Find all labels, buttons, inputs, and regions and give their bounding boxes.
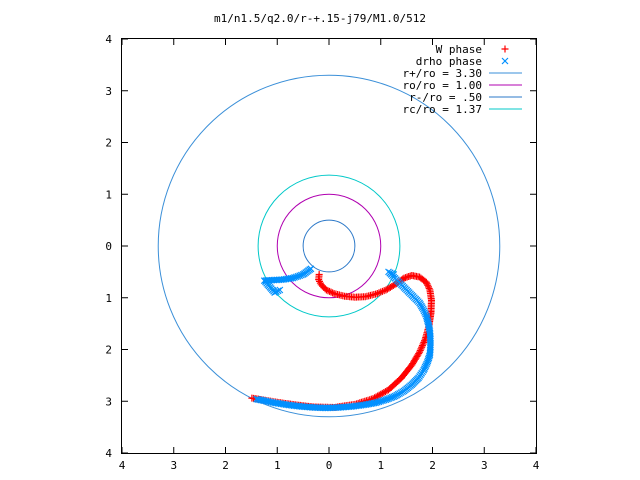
plot-frame [121,38,537,454]
data-point [416,346,424,354]
data-point [380,287,388,295]
circle-rc-ro [257,174,401,318]
data-series [248,265,435,412]
legend-marker [501,57,509,65]
x-tick-label: 4 [119,459,126,472]
data-point [377,288,385,296]
circle-r-ro [157,74,501,418]
x-tick-label: 3 [170,459,177,472]
legend-label: ro/ro = 1.00 [403,79,482,92]
data-point [420,338,428,346]
y-tick-label: 2 [105,137,112,150]
data-point [276,286,284,294]
data-point [417,345,425,353]
y-tick-label: 0 [105,240,112,253]
legend-label: rc/ro = 1.37 [403,103,482,116]
data-point [315,276,323,284]
data-point [423,280,431,288]
y-tick-label: 4 [105,33,112,46]
legend-label: W phase [436,43,482,56]
data-point [418,343,426,351]
x-tick-label: 3 [481,459,488,472]
y-tick-label: 1 [105,292,112,305]
data-point [422,278,430,286]
data-point [274,287,282,295]
x-tick-label: 1 [274,459,281,472]
reference-circles [157,74,501,418]
y-tick-label: 3 [105,395,112,408]
x-tick-label: 2 [222,459,229,472]
legend-marker [501,45,509,53]
y-tick-label: 4 [105,447,112,460]
data-point [378,287,386,295]
data-point [324,287,332,295]
circle-ro-ro [276,193,382,299]
series-drho-phase [253,265,434,412]
x-tick-label: 4 [533,459,540,472]
data-point [327,288,335,296]
data-point [424,283,432,291]
chart-title: m1/n1.5/q2.0/r-+.15-j79/M1.0/512 [214,12,426,25]
circle-r-ro [302,219,356,273]
x-tick-label: 2 [429,459,436,472]
data-point [253,395,260,403]
x-tick-label: 0 [326,459,333,472]
data-point [329,289,337,297]
data-point [248,394,256,402]
data-point [372,290,380,298]
data-point [419,340,427,348]
data-point [425,284,433,292]
legend-label: r+/ro = 3.30 [403,67,482,80]
data-point [326,287,334,295]
y-tick-label: 1 [105,188,112,201]
data-point [272,288,280,296]
data-point [421,309,429,316]
legend-label: drho phase [416,55,482,68]
data-point [375,289,383,297]
data-point [418,342,426,350]
y-tick-label: 2 [105,344,112,357]
data-point [271,289,279,296]
data-point [424,281,432,289]
data-point [254,396,262,403]
data-point [373,289,381,297]
legend-label: r-/ro = .50 [409,91,482,104]
x-tick-label: 1 [377,459,384,472]
data-point [322,286,330,294]
data-point [316,277,324,285]
data-point [419,305,427,313]
data-point [421,337,429,345]
data-point [420,307,428,315]
y-tick-label: 3 [105,85,112,98]
